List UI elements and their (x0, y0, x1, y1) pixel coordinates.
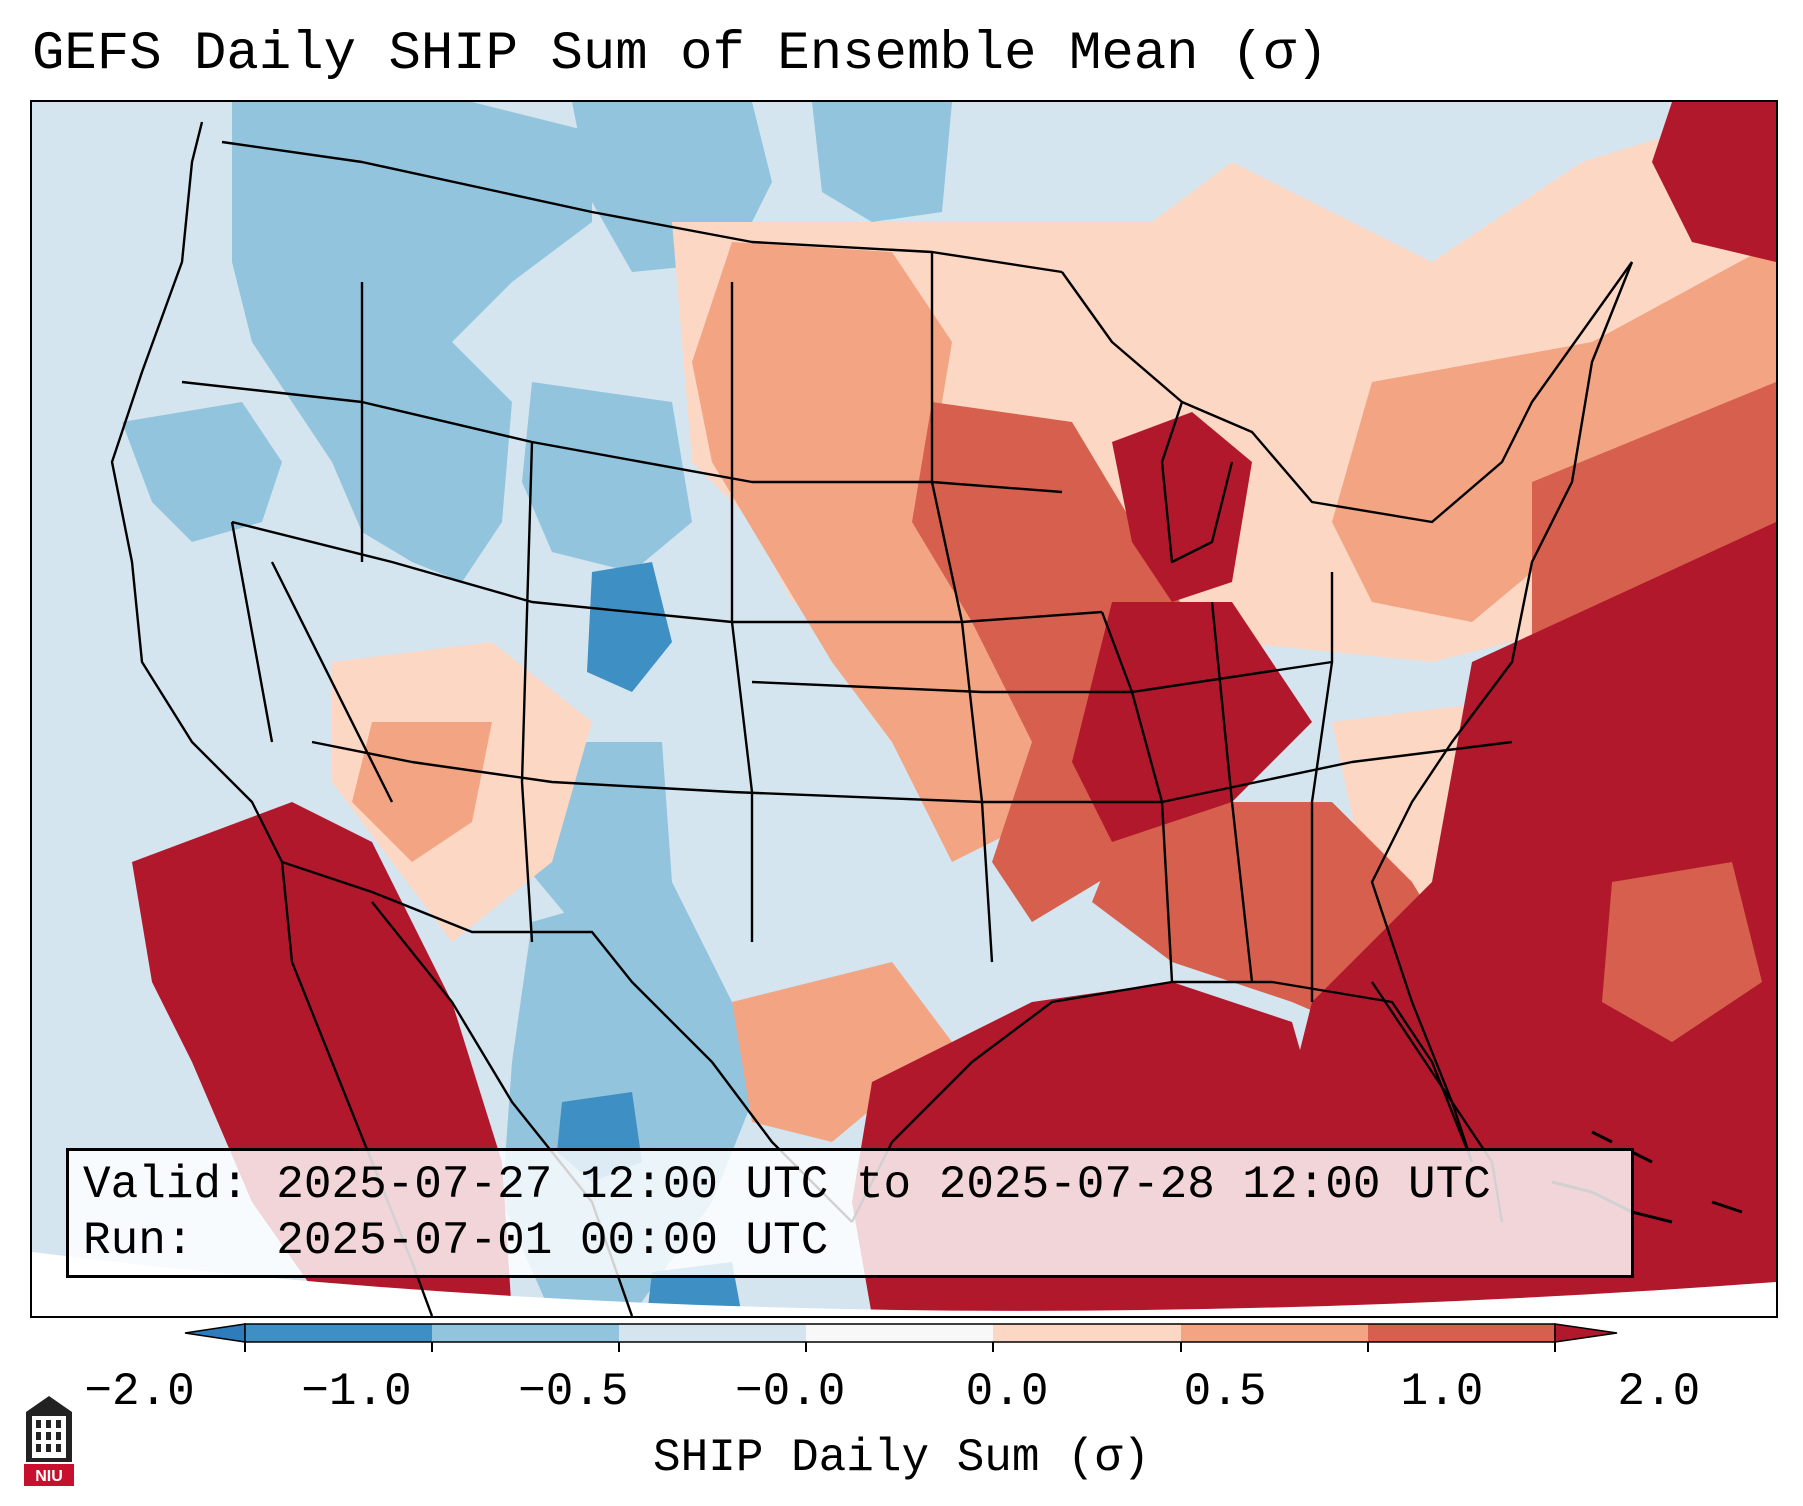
field-nd2-blue (812, 102, 952, 222)
map-title: GEFS Daily SHIP Sum of Ensemble Mean (σ) (32, 24, 1329, 85)
niu-logo-text: NIU (35, 1468, 63, 1485)
valid-label: Valid: (83, 1159, 249, 1211)
east-coast (1370, 261, 1634, 1163)
states-nv (230, 521, 274, 743)
field-atlantic-darkred (1272, 522, 1776, 1316)
tick-label: −1.0 (301, 1366, 412, 1418)
states-lon-6 (1210, 601, 1254, 983)
run-value: 2025-07-01 00:00 UTC (276, 1215, 829, 1267)
boundaries (110, 121, 1634, 1316)
states-lon-7 (1310, 572, 1334, 1002)
colorbar-bin (1181, 1324, 1368, 1342)
field-northeast-salmon (1332, 242, 1776, 622)
colorbar-bin (993, 1324, 1181, 1342)
field-plains-salmon (692, 242, 1092, 862)
run-row: Run: 2025-07-01 00:00 UTC (83, 1213, 1631, 1269)
states-lat-3 (311, 740, 1513, 804)
colorbar-bin (245, 1324, 432, 1342)
field-northern-rockies (232, 102, 592, 582)
run-label: Run: (83, 1215, 194, 1267)
map-field (32, 102, 1776, 1316)
us-west-coast (110, 121, 284, 863)
bahamas (1591, 1130, 1743, 1214)
colorbar-bin (432, 1324, 619, 1342)
states-ca-nv (270, 561, 394, 803)
colorbar-arrow-high (1554, 1323, 1618, 1343)
valid-run-info-box: Valid: 2025-07-27 12:00 UTC to 2025-07-2… (66, 1148, 1634, 1278)
niu-logo: NIU (24, 1396, 74, 1486)
colorbar-bin (619, 1324, 806, 1342)
tick-label: 2.0 (1617, 1366, 1701, 1418)
colorbar-arrow-low (184, 1323, 246, 1343)
map-panel (30, 100, 1778, 1318)
states-lat-2 (231, 520, 1103, 624)
field-great-lakes-darkred (1112, 412, 1252, 602)
tick-label: 0.5 (1183, 1366, 1267, 1418)
states-lat-4 (751, 660, 1333, 694)
valid-value: 2025-07-27 12:00 UTC to 2025-07-28 12:00… (276, 1159, 1491, 1211)
great-lakes-outline (1061, 261, 1633, 524)
colorbar-label: SHIP Daily Sum (σ) (653, 1432, 1150, 1484)
field-wyoming-blue (522, 382, 692, 572)
canada-border (221, 140, 1063, 274)
states-lon-2 (520, 441, 534, 943)
states-lon-5 (1100, 611, 1174, 983)
tick-label: 0.0 (965, 1366, 1049, 1418)
tick-label: 1.0 (1400, 1366, 1484, 1418)
tick-label: −2.0 (84, 1366, 195, 1418)
field-northeast-darkred (1652, 102, 1776, 262)
valid-row: Valid: 2025-07-27 12:00 UTC to 2025-07-2… (83, 1157, 1631, 1213)
field-texas-coast-salmon (732, 962, 952, 1142)
colorbar (184, 1323, 1618, 1352)
field-pacific-nw-blue (122, 402, 282, 542)
colorbar-bin (806, 1324, 993, 1342)
tick-label: −0.5 (518, 1366, 629, 1418)
field-colorado-darkblue (587, 562, 672, 692)
us-mexico-border (281, 860, 853, 1223)
colorbar-bin (1368, 1324, 1555, 1342)
states-lat-1 (181, 380, 1063, 494)
field-globe-edge (32, 1252, 1776, 1316)
states-lon-4 (930, 252, 994, 963)
colorbar-outline (244, 1323, 1556, 1343)
tick-label: −0.0 (734, 1366, 846, 1418)
states-lon-3 (730, 282, 754, 942)
field-atlantic-patch (1602, 862, 1762, 1042)
lake-michigan (1160, 401, 1234, 564)
